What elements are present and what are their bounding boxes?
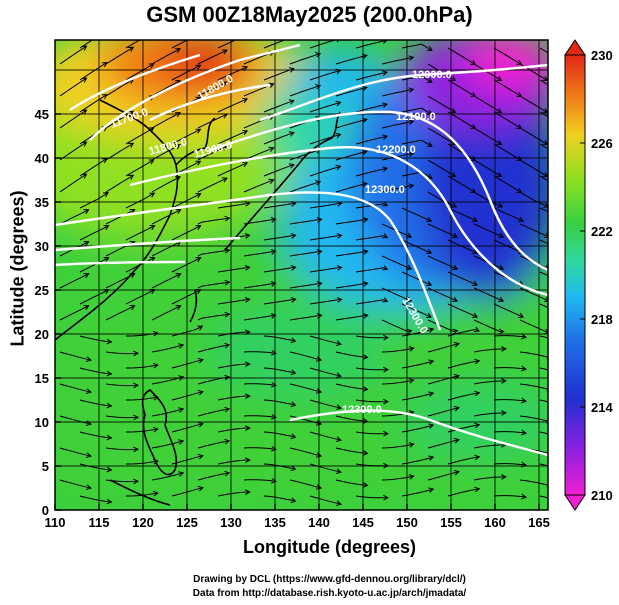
contour-label: 12100.0	[396, 111, 436, 123]
colorbar-tick-label: 218	[591, 312, 613, 327]
contour-label: 12300.0	[365, 184, 405, 196]
x-tick-label: 135	[264, 515, 286, 530]
y-tick-label: 40	[35, 151, 49, 166]
x-tick-label: 110	[45, 515, 66, 530]
colorbar-tick-label: 230	[591, 48, 613, 63]
drawing-credit: Drawing by DCL (https://www.gfd-dennou.o…	[193, 574, 466, 585]
wind-streamlines	[59, 40, 548, 506]
colorbar-bottom-arrow	[564, 494, 586, 511]
colorbar-scale	[564, 54, 586, 496]
x-axis-label: Longitude (degrees)	[242, 537, 416, 557]
colorbar-top-arrow	[564, 39, 586, 56]
y-tick-label: 20	[35, 327, 49, 342]
x-tick-label: 125	[176, 515, 198, 530]
x-axis-ticks: 110 115 120 125 130 135 140 145 150 155 160 165	[45, 504, 550, 530]
colorbar-tick-label: 222	[591, 224, 613, 239]
x-tick-label: 155	[440, 515, 462, 530]
y-axis-label: Latitude (degrees)	[7, 190, 28, 347]
coastlines	[55, 99, 341, 506]
x-tick-label: 160	[484, 515, 506, 530]
height-contours	[55, 43, 548, 457]
y-tick-label: 10	[35, 415, 49, 430]
colorbar-tick-label: 210	[591, 488, 613, 503]
data-credit: Data from http://database.rish.kyoto-u.a…	[192, 588, 467, 599]
x-tick-label: 165	[528, 515, 550, 530]
colorbar-tick-label: 226	[591, 136, 613, 151]
contour-label: 12300.0	[342, 404, 382, 416]
contour-label: 12200.0	[376, 144, 416, 156]
x-tick-label: 140	[308, 515, 330, 530]
y-tick-label: 0	[42, 503, 49, 518]
y-tick-label: 45	[35, 107, 49, 122]
x-tick-label: 130	[220, 515, 242, 530]
y-tick-label: 30	[35, 239, 49, 254]
y-tick-label: 35	[35, 195, 49, 210]
x-tick-label: 115	[89, 515, 110, 530]
y-tick-label: 15	[35, 371, 49, 386]
y-tick-label: 25	[35, 283, 49, 298]
x-tick-label: 150	[396, 515, 418, 530]
x-tick-label: 145	[352, 515, 374, 530]
y-axis-ticks: 0 5 10 15 20 25 30 35 40 45	[35, 107, 61, 518]
x-tick-label: 120	[132, 515, 154, 530]
contour-label: 12000.0	[412, 69, 452, 81]
colorbar: 210 214 218 222 226 230	[564, 39, 613, 511]
chart-title: GSM 00Z18May2025 (200.0hPa)	[146, 2, 473, 27]
colorbar-tick-label: 214	[591, 400, 613, 415]
plot-frame	[54, 39, 549, 511]
temperature-field: 12000.0 12100.0 12200.0 12300.0 12300.0 …	[55, 40, 548, 510]
y-tick-label: 5	[42, 459, 49, 474]
